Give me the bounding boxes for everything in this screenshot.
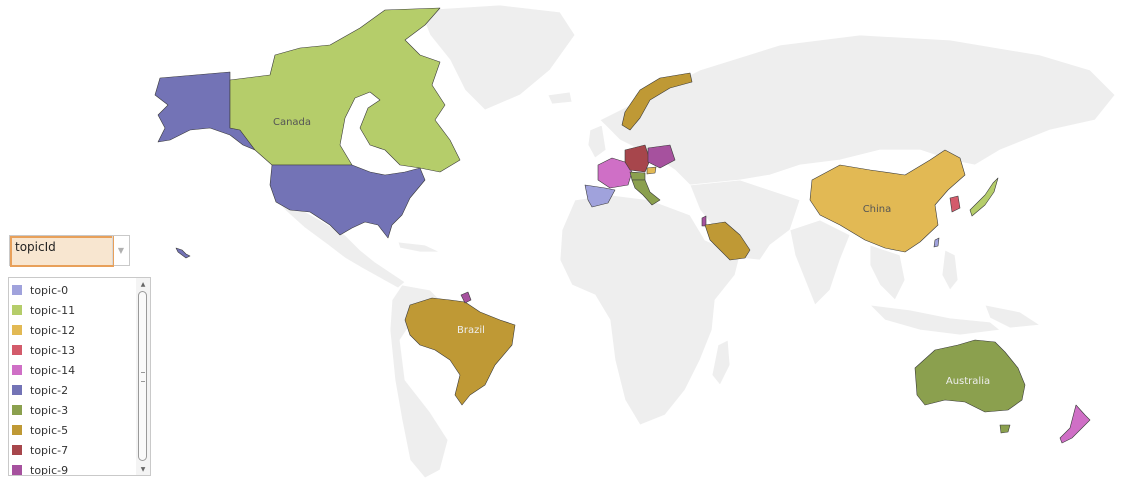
country-austria[interactable] [629,171,646,181]
country-poland[interactable] [647,144,676,169]
country-china[interactable] [809,149,966,253]
country-spain[interactable] [584,184,616,208]
chevron-down-icon[interactable]: ▼ [112,236,129,265]
legend-label: topic-0 [30,283,69,297]
legend-label: topic-5 [30,423,69,437]
country-switzerland[interactable] [646,166,657,175]
legend-item[interactable]: topic-7 [9,440,136,460]
land-papua [984,304,1042,329]
background-land [269,4,1116,479]
legend-item[interactable]: topic-14 [9,360,136,380]
legend-item[interactable]: topic-3 [9,400,136,420]
legend-swatch [12,425,22,435]
legend-swatch [12,445,22,455]
country-saudi-arabia[interactable] [704,221,751,261]
country-germany[interactable] [624,144,651,173]
country-norway[interactable] [621,72,693,131]
country-israel[interactable] [701,215,707,227]
land-eurasia [599,34,1116,191]
country-south-korea[interactable] [949,195,961,213]
land-africa [559,194,741,426]
legend-swatch [12,325,22,335]
legend-item[interactable]: topic-12 [9,320,136,340]
legend-label: topic-2 [30,383,69,397]
country-new-zealand[interactable] [1059,404,1091,444]
country-usa[interactable] [269,164,426,239]
country-hawaii[interactable] [175,247,191,259]
land-southeast-asia [869,244,906,301]
legend-label: topic-7 [30,443,69,457]
legend-label: topic-3 [30,403,69,417]
legend-list: topic-0 topic-11 topic-12 topic-13 topic… [9,278,136,476]
legend-swatch [12,345,22,355]
legend-label: topic-13 [30,343,76,357]
legend-swatch [12,365,22,375]
legend-label: topic-12 [30,323,76,337]
topic-selector-value[interactable]: topicId [10,236,114,267]
legend-swatch [12,405,22,415]
legend-item[interactable]: topic-0 [9,280,136,300]
country-french-guiana[interactable] [460,291,472,304]
country-brazil[interactable] [404,297,516,406]
country-australia[interactable] [914,339,1026,413]
legend-swatch [12,385,22,395]
land-uk [587,124,607,159]
legend-item[interactable]: topic-11 [9,300,136,320]
land-philippines [941,249,959,291]
legend-label: topic-9 [30,463,69,476]
countries [154,7,1091,444]
country-taiwan[interactable] [933,237,940,248]
topic-selector[interactable]: topicId ▼ [9,235,130,267]
legend-swatch [12,285,22,295]
land-madagascar [711,339,731,386]
land-india [789,219,851,306]
country-tasmania[interactable] [999,424,1011,434]
country-italy[interactable] [631,179,661,206]
land-mexico [269,191,406,289]
legend-item[interactable]: topic-13 [9,340,136,360]
land-iceland [547,91,573,105]
land-indonesia [868,304,1001,336]
scrollbar-thumb[interactable] [138,291,147,461]
legend: topic-0 topic-11 topic-12 topic-13 topic… [8,277,151,476]
legend-item[interactable]: topic-9 [9,460,136,476]
legend-scrollbar[interactable]: ▲ ▼ [136,278,150,475]
legend-label: topic-11 [30,303,76,317]
legend-swatch [12,465,22,475]
legend-item[interactable]: topic-5 [9,420,136,440]
country-canada[interactable] [229,7,461,173]
scroll-down-icon[interactable]: ▼ [140,465,146,473]
country-japan[interactable] [969,177,999,217]
legend-label: topic-14 [30,363,76,377]
legend-swatch [12,305,22,315]
scroll-up-icon[interactable]: ▲ [140,280,146,288]
legend-item[interactable]: topic-2 [9,380,136,400]
grip-icon [141,372,145,382]
land-caribbean [397,241,441,253]
land-greenland [419,4,576,111]
country-france[interactable] [597,157,633,189]
